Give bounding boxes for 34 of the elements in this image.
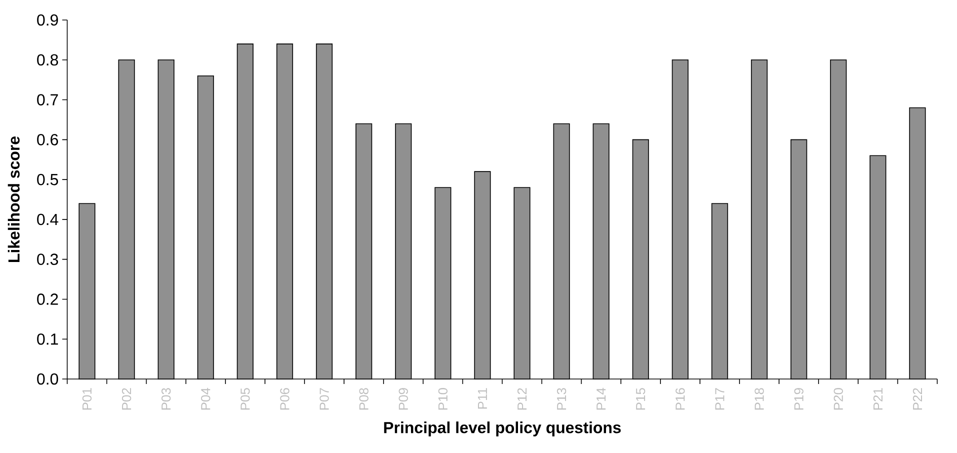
x-tick-label: P13 xyxy=(556,388,566,410)
y-tick-label: 0.9 xyxy=(37,14,58,26)
x-tick-label: P03 xyxy=(161,388,171,410)
x-tick-label: P17 xyxy=(715,388,724,410)
x-tick-label: P04 xyxy=(201,388,210,410)
y-tick-label: 0.7 xyxy=(37,94,58,106)
x-tick-label: P20 xyxy=(834,388,843,410)
y-tick-label: 0.8 xyxy=(37,54,58,66)
x-tick-label: P15 xyxy=(636,388,646,410)
x-tick-label: P01 xyxy=(82,388,92,410)
x-tick-label: P14 xyxy=(596,388,606,410)
y-tick-label: 0.3 xyxy=(37,254,58,265)
y-axis-title: Likelihood score xyxy=(8,136,20,262)
x-tick-label: P09 xyxy=(398,388,408,410)
x-tick-label: P18 xyxy=(754,388,764,410)
x-tick-label: P11 xyxy=(478,388,487,409)
x-tick-label: P19 xyxy=(794,388,804,410)
x-tick-label: P16 xyxy=(676,388,685,410)
x-tick-label: P10 xyxy=(438,388,448,410)
x-tick-label: P06 xyxy=(280,388,290,410)
x-tick-label: P07 xyxy=(320,388,329,410)
x-tick-label: P21 xyxy=(873,388,882,410)
x-tick-label: P05 xyxy=(240,388,250,410)
x-tick-label: P08 xyxy=(359,388,368,410)
y-tick-label: 0.2 xyxy=(37,294,58,305)
y-tick-label: 0.6 xyxy=(37,134,58,146)
x-tick-label: P22 xyxy=(912,388,922,410)
y-tick-label: 0.1 xyxy=(37,333,58,345)
x-tick-label: P02 xyxy=(122,388,132,410)
y-tick-label: 0.0 xyxy=(37,373,58,385)
y-tick-label: 0.4 xyxy=(37,214,58,226)
x-axis-title: Principal level policy questions xyxy=(384,421,621,436)
y-tick-label: 0.5 xyxy=(37,174,58,186)
x-tick-label: P12 xyxy=(517,388,527,410)
